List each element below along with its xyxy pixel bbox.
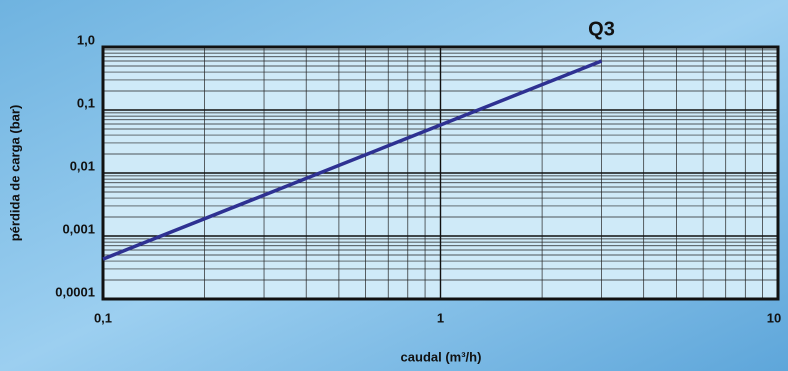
x-tick-label: 10	[767, 310, 781, 325]
x-axis-label: caudal (m³/h)	[401, 349, 482, 364]
x-tick-label: 0,1	[94, 310, 112, 325]
y-tick-label: 0,0001	[55, 284, 95, 299]
y-tick-label: 0,1	[77, 95, 95, 110]
y-axis-label: pérdida de carga (bar)	[7, 105, 22, 242]
y-tick-label: 1,0	[77, 32, 95, 47]
data-line	[102, 59, 603, 261]
series-label: Q3	[588, 18, 615, 40]
y-tick-label: 0,001	[62, 221, 95, 236]
y-tick-label: 0,01	[70, 158, 95, 173]
plot-border	[101, 45, 780, 301]
x-tick-label: 1	[437, 310, 444, 325]
